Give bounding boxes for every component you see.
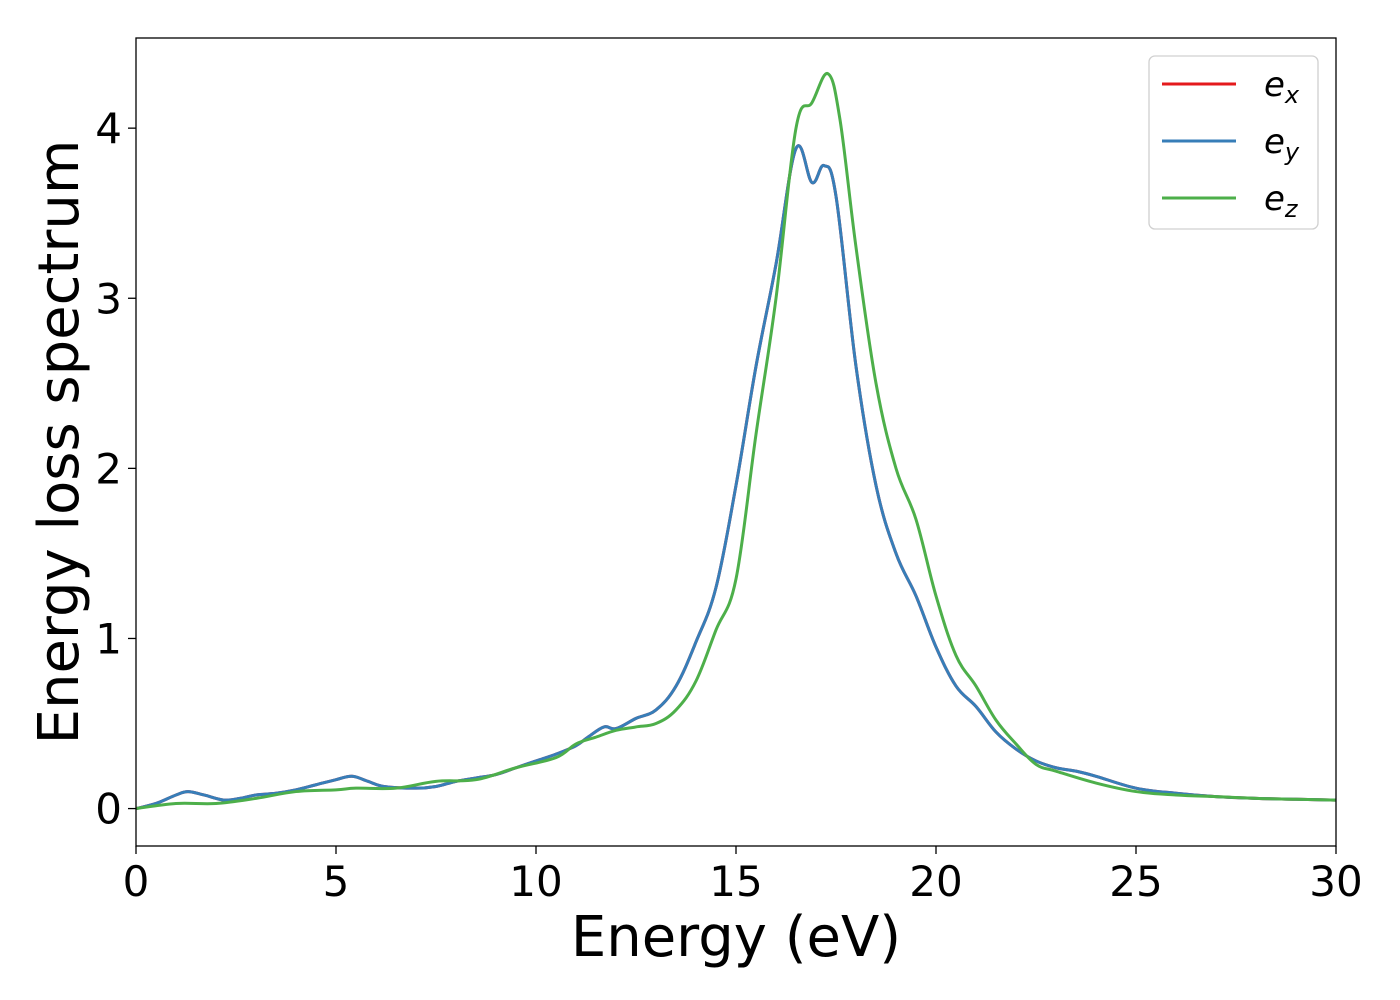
series-layer — [136, 72, 1336, 811]
x-tick-label: 10 — [509, 857, 562, 906]
y-axis-label: Energy loss spectrum — [27, 140, 92, 745]
legend-label-y: ey — [1264, 122, 1300, 166]
legend-label-z: ez — [1264, 179, 1299, 223]
x-tick-label: 20 — [909, 857, 962, 906]
x-tick-label: 5 — [323, 857, 350, 906]
x-axis-label: Energy (eV) — [571, 905, 901, 970]
y-tick-label: 0 — [95, 785, 122, 834]
x-tick-label: 15 — [709, 857, 762, 906]
y-tick-label: 1 — [95, 614, 122, 663]
y-tick-label: 4 — [95, 104, 122, 153]
series-line-y — [136, 144, 1336, 811]
y-tick-label: 2 — [95, 444, 122, 493]
x-tick-label: 30 — [1309, 857, 1362, 906]
tick-layer: 0 5 10 15 20 25 30 0 1 2 3 4 — [95, 104, 1362, 906]
x-tick-label: 0 — [123, 857, 150, 906]
series-line-z — [136, 72, 1336, 811]
x-tick-label: 25 — [1109, 857, 1162, 906]
legend: ex ey ez — [1148, 55, 1319, 230]
legend-label-x: ex — [1264, 65, 1300, 109]
y-tick-label: 3 — [95, 274, 122, 323]
